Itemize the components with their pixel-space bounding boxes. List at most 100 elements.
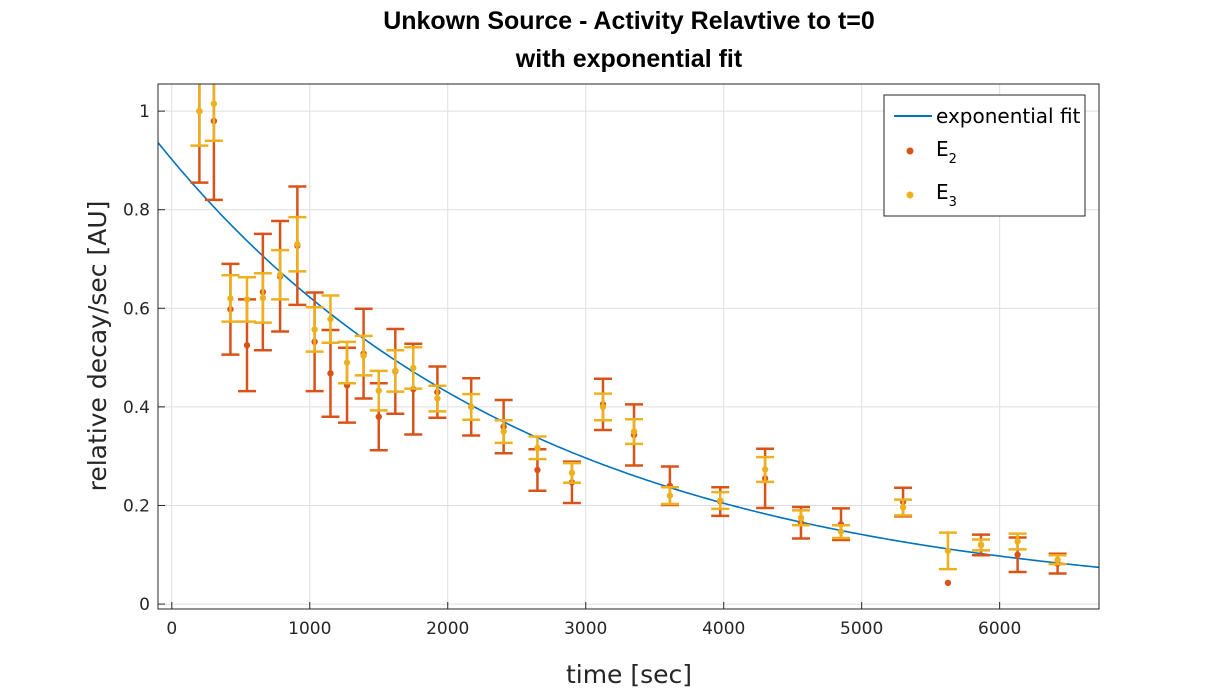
series-e3 xyxy=(190,84,1067,571)
data-point xyxy=(243,296,251,303)
legend-e3-label: E3 xyxy=(936,180,957,210)
data-point-group xyxy=(204,84,223,142)
data-point xyxy=(717,497,724,504)
x-tick-label: 0 xyxy=(166,619,177,639)
data-point-group xyxy=(562,461,581,485)
data-point-group xyxy=(528,435,547,461)
data-point xyxy=(327,370,334,377)
y-tick-label: 0.6 xyxy=(123,299,150,319)
data-point xyxy=(944,547,952,555)
data-point-group xyxy=(972,538,991,552)
data-point-group xyxy=(221,274,240,323)
data-point-group xyxy=(625,417,644,446)
legend-e2-marker xyxy=(906,147,914,155)
data-point xyxy=(761,466,769,473)
data-point xyxy=(196,107,203,115)
data-point xyxy=(410,364,417,372)
plot-box xyxy=(157,83,1100,610)
series-layer xyxy=(190,84,1067,587)
x-tick-label: 6000 xyxy=(978,619,1021,639)
data-point xyxy=(1014,551,1021,558)
y-tick-label: 0.4 xyxy=(123,398,150,418)
x-tick-label: 3000 xyxy=(564,619,607,639)
data-point xyxy=(500,428,507,435)
x-tick-label: 1000 xyxy=(288,619,331,639)
data-point xyxy=(837,528,845,535)
data-point xyxy=(1014,538,1021,545)
data-point xyxy=(944,579,952,587)
y-axis-label: relative decay/sec [AU] xyxy=(83,201,112,492)
data-point-group xyxy=(756,455,775,484)
data-point xyxy=(468,403,475,411)
data-point-group xyxy=(190,84,209,147)
data-point-group xyxy=(1048,554,1067,566)
legend-fit-label: exponential fit xyxy=(936,104,1081,128)
data-point xyxy=(243,342,251,349)
data-point-group xyxy=(305,306,324,353)
data-point-group xyxy=(660,485,679,506)
chart-title: Unkown Source - Activity Relavtive to t=… xyxy=(383,7,875,35)
x-axis-label: time [sec] xyxy=(566,660,692,689)
x-tick-label: 4000 xyxy=(702,619,745,639)
data-point-group xyxy=(404,345,423,390)
data-point xyxy=(375,387,382,394)
legend: exponential fit E2 E3 xyxy=(883,94,1086,217)
y-tick-label: 0.2 xyxy=(123,496,150,516)
data-point-group xyxy=(386,348,405,393)
data-point xyxy=(977,541,985,549)
y-axis-ticks: 0 0.2 0.4 0.6 0.8 1 xyxy=(123,102,165,615)
y-tick-label: 0 xyxy=(139,595,150,615)
data-point xyxy=(294,241,301,248)
data-point-group xyxy=(625,403,644,467)
data-point xyxy=(666,492,674,499)
data-point xyxy=(276,271,284,278)
data-point-group xyxy=(338,340,357,385)
data-point-group xyxy=(1008,532,1027,551)
data-point-group xyxy=(271,248,290,301)
data-point-group xyxy=(894,498,913,517)
data-point xyxy=(630,428,638,435)
data-point xyxy=(599,403,607,411)
data-point xyxy=(899,504,907,511)
data-point xyxy=(1054,556,1061,563)
data-point-group xyxy=(288,215,307,273)
data-point-group xyxy=(354,334,373,377)
data-point-group xyxy=(831,523,850,540)
data-point-group xyxy=(237,275,256,323)
legend-e3-marker xyxy=(906,191,914,199)
data-point-group xyxy=(494,418,513,445)
x-axis-ticks: 0 1000 2000 3000 4000 5000 6000 xyxy=(166,602,1021,639)
data-point xyxy=(343,359,351,366)
data-point xyxy=(534,444,541,452)
data-point xyxy=(434,395,441,402)
grid xyxy=(158,84,1099,609)
data-point xyxy=(392,367,399,375)
data-point-group xyxy=(593,392,612,422)
x-tick-label: 2000 xyxy=(426,619,469,639)
data-point-group xyxy=(253,272,272,324)
data-point xyxy=(210,100,218,107)
data-point xyxy=(375,413,382,420)
y-tick-label: 0.8 xyxy=(123,201,150,221)
data-point xyxy=(568,469,576,477)
data-point-group xyxy=(428,384,447,413)
data-point xyxy=(797,514,805,522)
data-point xyxy=(227,295,234,302)
y-tick-label: 1 xyxy=(139,102,150,122)
data-point-group xyxy=(944,579,952,587)
data-point xyxy=(360,352,367,359)
data-point-group xyxy=(938,531,957,571)
x-tick-label: 5000 xyxy=(840,619,883,639)
data-point xyxy=(259,294,267,302)
data-point-group xyxy=(711,490,730,511)
data-point xyxy=(327,315,334,323)
legend-e3-name: E xyxy=(936,180,949,204)
legend-e2-label: E2 xyxy=(936,137,957,167)
legend-e3-subscript: 3 xyxy=(949,195,957,210)
chart-subtitle: with exponential fit xyxy=(515,45,743,73)
data-point xyxy=(534,466,541,474)
data-point-group xyxy=(321,294,340,345)
legend-e2-name: E xyxy=(936,137,949,161)
legend-e2-subscript: 2 xyxy=(949,152,957,167)
